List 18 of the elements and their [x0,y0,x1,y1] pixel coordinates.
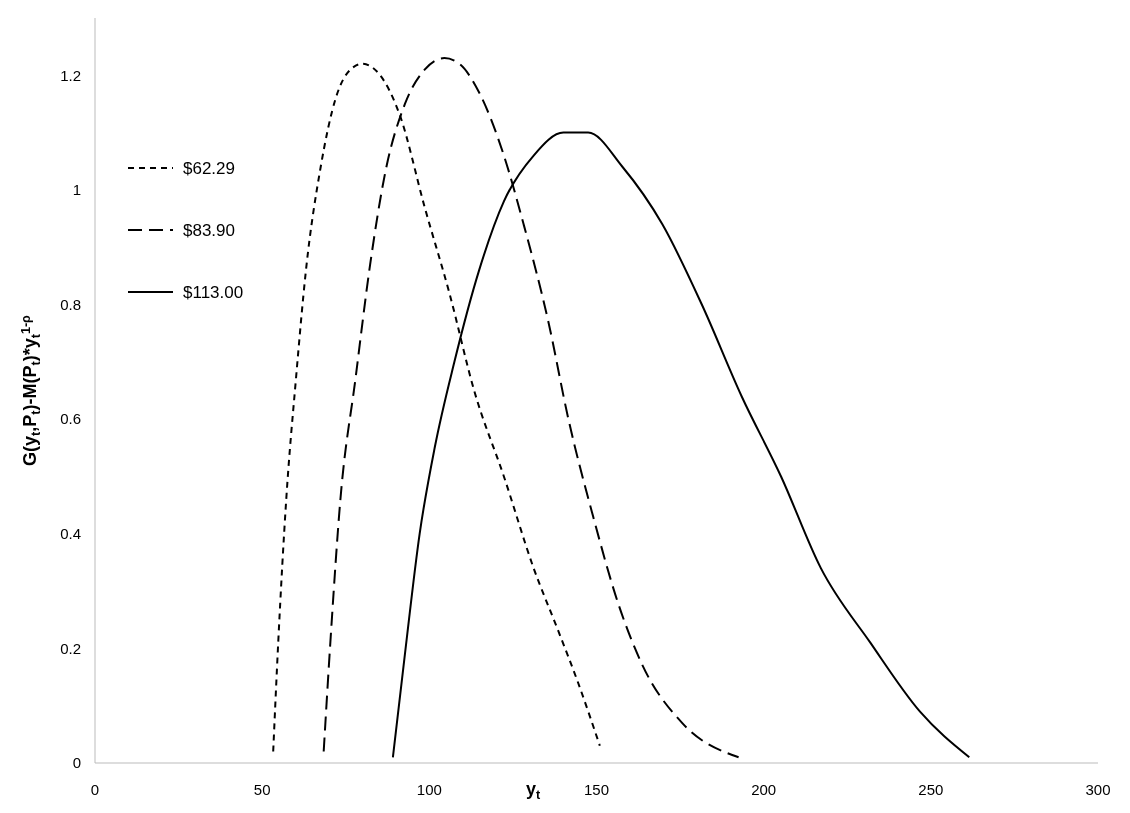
y-tick-label: 1 [72,181,81,199]
legend-label: $83.90 [183,220,235,240]
y-tick-label: 0.2 [60,639,81,657]
x-tick-label: 300 [1085,781,1111,798]
x-tick-label: 0 [90,781,100,798]
x-tick-label: 150 [583,781,610,798]
legend-label: $113.00 [183,282,244,302]
legend-label: $62.29 [183,158,235,178]
y-tick-label: 1.2 [60,66,81,84]
x-tick-label: 100 [416,781,442,798]
y-tick-label: 0.6 [60,410,81,428]
x-tick-label: 50 [253,781,271,798]
y-tick-label: 0 [72,754,81,772]
x-tick-label: 250 [918,781,944,798]
x-tick-label: 200 [751,781,777,798]
x-axis-title: y$_{t}$ [525,779,541,802]
y-tick-label: 0.8 [60,295,81,313]
y-tick-label: 0.4 [60,525,81,543]
